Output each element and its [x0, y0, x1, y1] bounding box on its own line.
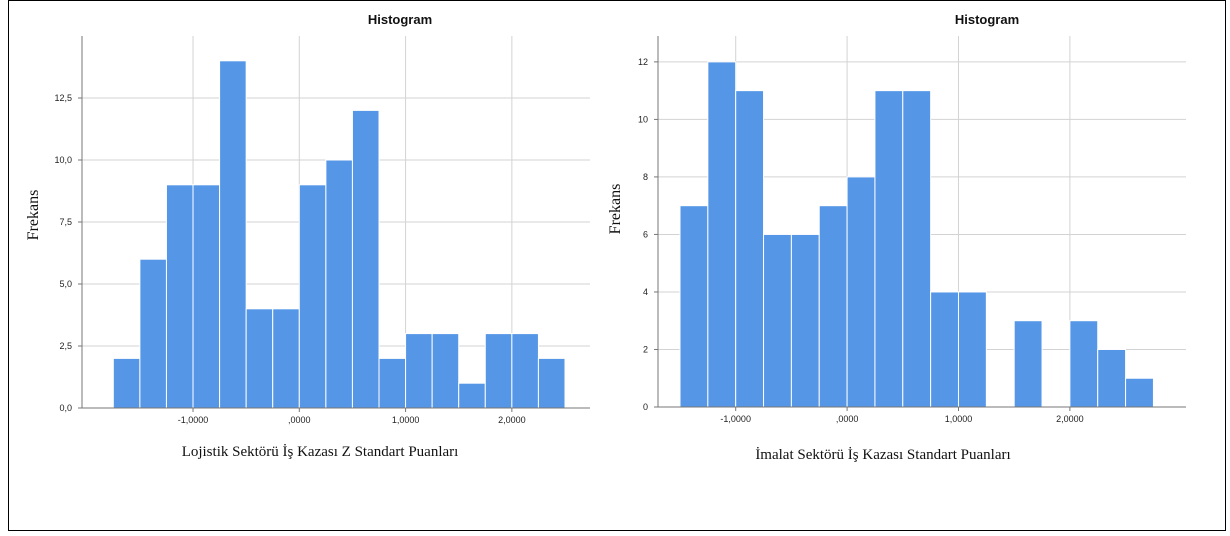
chart1-ytick-label: 2,5 [59, 341, 72, 351]
chart1-ytick-label: 7,5 [59, 217, 72, 227]
chart1-xtick-label: ,0000 [288, 415, 311, 425]
chart1-bar [405, 333, 433, 409]
chart1-bar [245, 308, 274, 409]
chart1-title: Histogram [368, 12, 432, 27]
chart1-yticks: 0,0 2,5 5,0 7,5 10,0 12,5 [54, 93, 82, 413]
chart1-bar [219, 60, 247, 409]
chart1-bar [165, 184, 194, 409]
chart1-xticks: -1,0000 ,0000 1,0000 2,0000 [178, 408, 526, 425]
chart1-ytick-label: 5,0 [59, 279, 72, 289]
chart1-ytick-label: 0,0 [59, 403, 72, 413]
chart1-bar [537, 357, 566, 409]
chart1-bars [112, 60, 566, 409]
chart1-bar [431, 333, 460, 409]
chart1-bar [298, 184, 327, 409]
chart1-bar [272, 308, 300, 409]
chart1-bar [511, 333, 539, 409]
chart1-xtick-label: 2,0000 [498, 415, 526, 425]
chart1-y-axis-label: Frekans [25, 190, 42, 241]
chart1-bar [378, 357, 407, 409]
chart1-bar [325, 159, 353, 409]
chart1-xtick-label: 1,0000 [392, 415, 420, 425]
chart1-bar [192, 184, 221, 409]
chart1-bar [351, 109, 380, 409]
chart1-ytick-label: 12,5 [54, 93, 72, 103]
chart1-ytick-label: 10,0 [54, 155, 72, 165]
chart1-bar [139, 258, 167, 409]
chart1-xtick-label: -1,0000 [178, 415, 209, 425]
chart1-bar [458, 382, 486, 409]
chart1-bar [484, 333, 513, 409]
chart1-x-axis-label: Lojistik Sektörü İş Kazası Z Standart Pu… [182, 444, 459, 460]
chart1-bar [112, 357, 141, 409]
